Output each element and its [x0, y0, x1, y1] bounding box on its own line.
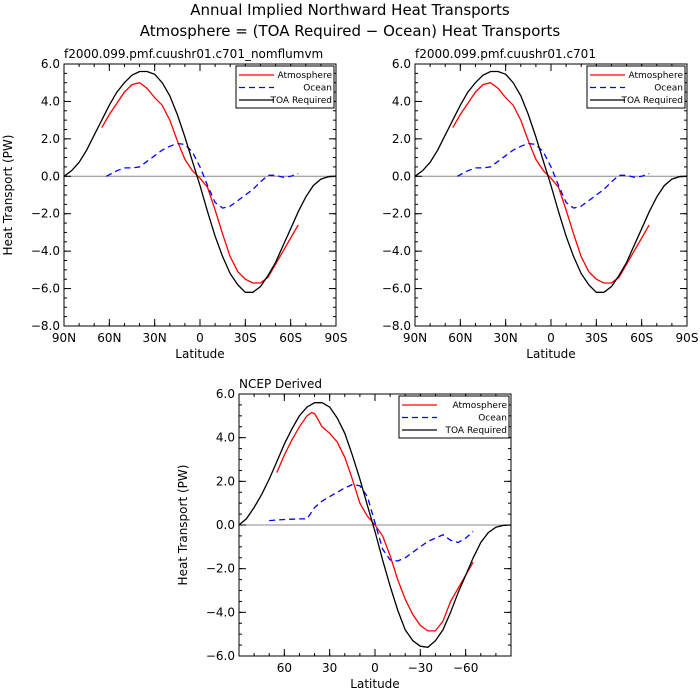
series-line-ocean [105, 142, 299, 209]
y-tick-label: −2.0 [206, 562, 235, 576]
x-tick-label: 60N [448, 331, 472, 345]
legend-label: TOA Required [445, 426, 508, 436]
x-tick-label: 0 [196, 331, 204, 345]
y-tick-label: −4.0 [31, 244, 60, 258]
x-tick-label: 30N [143, 331, 167, 345]
y-axis-label: Heat Transport (PW) [1, 135, 15, 256]
y-tick-label: −6.0 [31, 282, 60, 296]
y-tick-label: −8.0 [31, 319, 60, 333]
legend-label: Atmosphere [629, 71, 684, 81]
legend-label: TOA Required [270, 96, 333, 106]
x-tick-label: 0 [547, 331, 555, 345]
x-tick-label: 90N [403, 331, 427, 345]
legend-label: Ocean [654, 84, 683, 94]
figure-title-line2: Atmosphere = (TOA Required − Ocean) Heat… [140, 22, 561, 40]
x-tick-label: 60N [97, 331, 121, 345]
series-line-toa-required [238, 402, 512, 648]
y-tick-label: −8.0 [382, 319, 411, 333]
x-tick-label: 30S [234, 331, 257, 345]
series-line-toa-required [414, 70, 688, 293]
y-tick-label: 6.0 [41, 57, 60, 71]
x-tick-label: 90S [676, 331, 699, 345]
y-tick-label: 2.0 [216, 474, 235, 488]
y-tick-label: 0.0 [216, 518, 235, 532]
y-tick-label: −6.0 [206, 649, 235, 663]
x-tick-label: 90S [325, 331, 348, 345]
legend-label: Ocean [303, 84, 332, 94]
x-tick-label: 60 [277, 661, 292, 675]
x-tick-label: 0 [371, 661, 379, 675]
y-tick-label: −4.0 [382, 244, 411, 258]
series-line-atmosphere [101, 81, 299, 284]
x-tick-label: 90N [52, 331, 76, 345]
y-tick-label: 4.0 [41, 94, 60, 108]
legend-label: Atmosphere [453, 401, 508, 411]
legend-label: TOA Required [621, 96, 684, 106]
y-tick-label: 6.0 [392, 57, 411, 71]
y-tick-label: −2.0 [31, 207, 60, 221]
legend: Atmosphere Ocean TOA Required [586, 65, 686, 109]
y-tick-label: 4.0 [216, 431, 235, 445]
x-tick-label: 30S [585, 331, 608, 345]
y-tick-label: −4.0 [206, 605, 235, 619]
series-line-atmosphere [452, 81, 650, 284]
series-line-toa-required [63, 70, 337, 293]
x-tick-label: 30N [494, 331, 518, 345]
y-tick-label: 2.0 [41, 132, 60, 146]
legend: Atmosphere Ocean TOA Required [235, 65, 335, 109]
x-tick-label: 60S [630, 331, 653, 345]
x-axis-label: Latitude [526, 347, 575, 361]
x-tick-label: 60S [279, 331, 302, 345]
y-axis-label: Heat Transport (PW) [176, 465, 190, 586]
panel-top-left: f2000.099.pmf.cuushr01.c701_nomflumvm 90N… [1, 47, 347, 361]
x-axis-label: Latitude [350, 677, 399, 691]
y-tick-label: 0.0 [392, 169, 411, 183]
panel-top-right: f2000.099.pmf.cuushr01.c701 90N 60N 30N 0 30S… [382, 47, 699, 361]
y-tick-label: −2.0 [382, 207, 411, 221]
y-tick-label: 0.0 [41, 169, 60, 183]
legend: Atmosphere Ocean TOA Required [398, 395, 510, 439]
x-tick-label: −30 [408, 661, 433, 675]
y-tick-label: −6.0 [382, 282, 411, 296]
legend-label: Ocean [478, 414, 507, 424]
x-axis-label: Latitude [175, 347, 224, 361]
series-line-ocean [269, 483, 474, 562]
legend-label: Atmosphere [278, 71, 333, 81]
subplot-title: f2000.099.pmf.cuushr01.c701 [415, 47, 596, 61]
y-tick-label: 2.0 [392, 132, 411, 146]
y-tick-label: 4.0 [392, 94, 411, 108]
series-line-ocean [456, 142, 650, 209]
panel-bottom-ncep: NCEP Derived 60 30 0 −30 −60 −6.0 −4.0 −2.0 0.0 2.… [176, 377, 512, 691]
subplot-title: f2000.099.pmf.cuushr01.c701_nomflumvm [64, 47, 323, 61]
subplot-title: NCEP Derived [239, 377, 322, 391]
y-tick-label: 6.0 [216, 387, 235, 401]
figure-title-line1: Annual Implied Northward Heat Transports [190, 1, 510, 19]
x-tick-label: 30 [322, 661, 337, 675]
x-tick-label: −60 [453, 661, 478, 675]
